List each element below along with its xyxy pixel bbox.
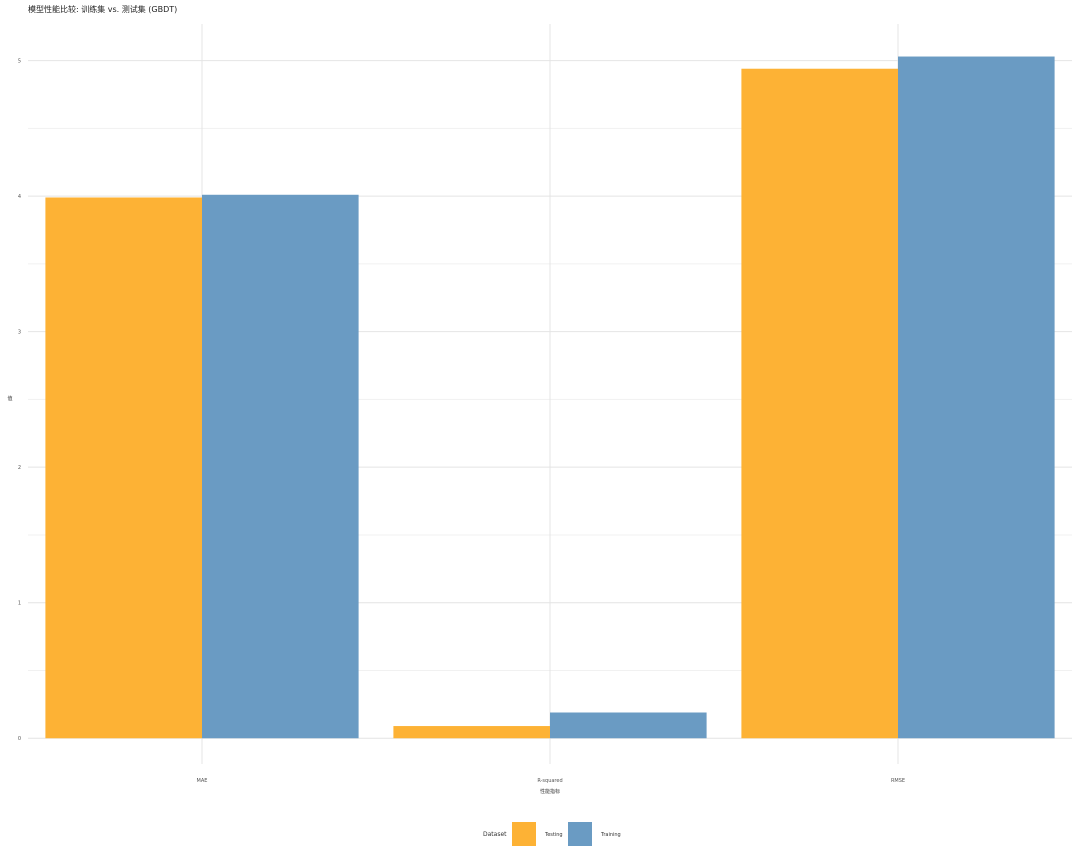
x-tick-label: MAE	[197, 778, 208, 784]
bar	[550, 712, 707, 739]
y-tick-label: 2	[18, 465, 21, 471]
y-tick-label: 0	[18, 736, 21, 742]
y-tick-label: 3	[18, 330, 21, 336]
legend: Dataset Testing Training	[483, 822, 621, 846]
bars	[45, 56, 1055, 739]
bar	[898, 56, 1055, 739]
y-tick-label: 5	[18, 59, 21, 65]
legend-label: Training	[600, 832, 621, 838]
legend-key	[568, 822, 592, 846]
x-tick-label: RMSE	[891, 778, 905, 784]
y-tick-label: 1	[18, 601, 21, 607]
x-tick-label: R-squared	[537, 778, 562, 784]
bar	[45, 197, 203, 739]
legend-title: Dataset	[483, 831, 507, 838]
tick-labels: 0 1 2 3 4 5 MAE R-squared RMSE	[18, 59, 905, 784]
y-tick-label: 4	[18, 194, 21, 200]
x-axis-title: 性能指标	[540, 788, 560, 795]
bar	[202, 194, 359, 739]
bar	[741, 68, 898, 739]
legend-label: Testing	[544, 832, 563, 838]
y-axis-title: 值	[7, 395, 12, 402]
legend-key	[512, 822, 536, 846]
chart-title: 模型性能比较: 训练集 vs. 测试集 (GBDT)	[28, 4, 177, 14]
bar	[393, 726, 550, 739]
